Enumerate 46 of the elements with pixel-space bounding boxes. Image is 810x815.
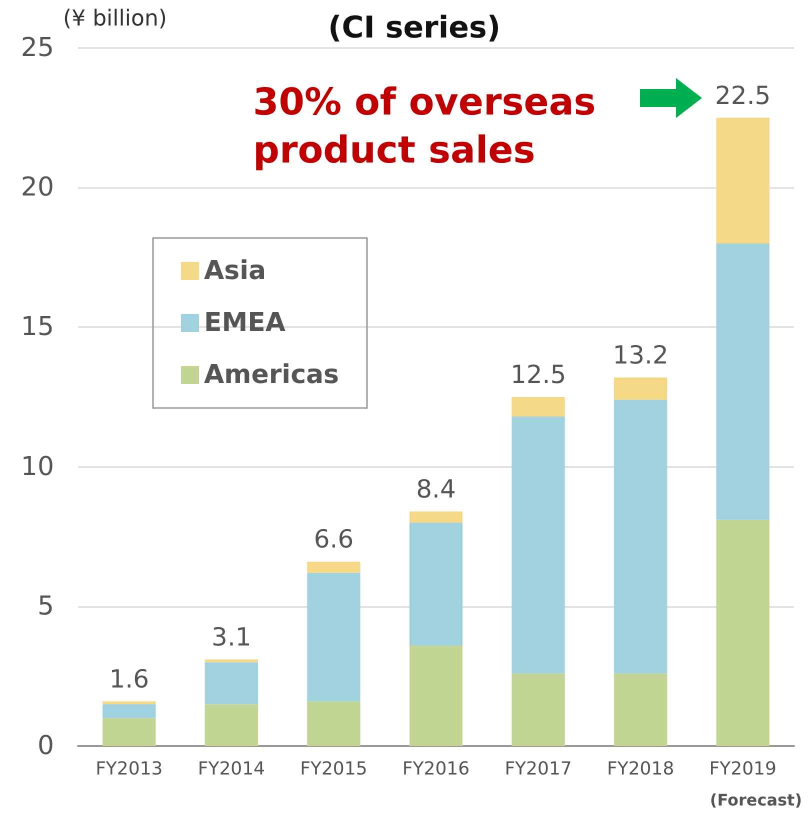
bar	[409, 522, 463, 646]
bar	[204, 704, 258, 746]
total-label: 12.5	[510, 360, 566, 389]
bar	[102, 704, 156, 718]
x-tick-label: FY2013	[96, 758, 163, 780]
y-tick-label: 15	[20, 312, 54, 342]
bar	[614, 400, 668, 674]
y-axis-title: (¥ billion)	[63, 6, 167, 32]
y-tick-label: 5	[37, 591, 54, 622]
bar	[307, 562, 360, 573]
bar	[716, 520, 770, 746]
bar	[614, 377, 668, 400]
total-label: 3.1	[212, 622, 252, 652]
total-label: 13.2	[612, 340, 668, 370]
bar	[307, 572, 360, 702]
x-tick-label: FY2018	[606, 758, 674, 780]
annotation: 30% of overseas product sales	[253, 80, 609, 172]
bar	[102, 718, 156, 746]
bar	[614, 673, 668, 746]
bar	[204, 662, 258, 704]
x-tick-label: FY2016	[402, 758, 470, 780]
x-tick-label: FY2019	[709, 758, 776, 780]
bar	[409, 645, 463, 746]
legend-label: Asia	[204, 256, 266, 286]
bar	[512, 416, 565, 674]
total-label: 8.4	[416, 474, 456, 504]
bar	[716, 118, 770, 244]
total-label: 22.5	[715, 80, 771, 110]
x-tick-label: FY2017	[504, 758, 572, 780]
bar	[512, 673, 565, 746]
chart-title: (CI series)	[328, 10, 501, 46]
bar	[716, 243, 770, 520]
x-tick-label: FY2014	[198, 758, 266, 780]
legend-label: Americas	[204, 360, 340, 390]
x-tick-label: FY2015	[300, 758, 368, 780]
legend-label: EMEA	[204, 308, 286, 338]
y-tick-label: 20	[20, 172, 54, 203]
total-label: 6.6	[314, 524, 354, 554]
bar	[409, 511, 463, 523]
bar	[512, 397, 565, 417]
bar	[307, 701, 360, 746]
y-tick-label: 10	[20, 452, 54, 482]
total-label: 1.6	[109, 664, 150, 694]
text: (Forecast)	[710, 790, 802, 810]
y-tick-label: 25	[20, 33, 54, 63]
y-tick-label: 0	[37, 731, 54, 761]
